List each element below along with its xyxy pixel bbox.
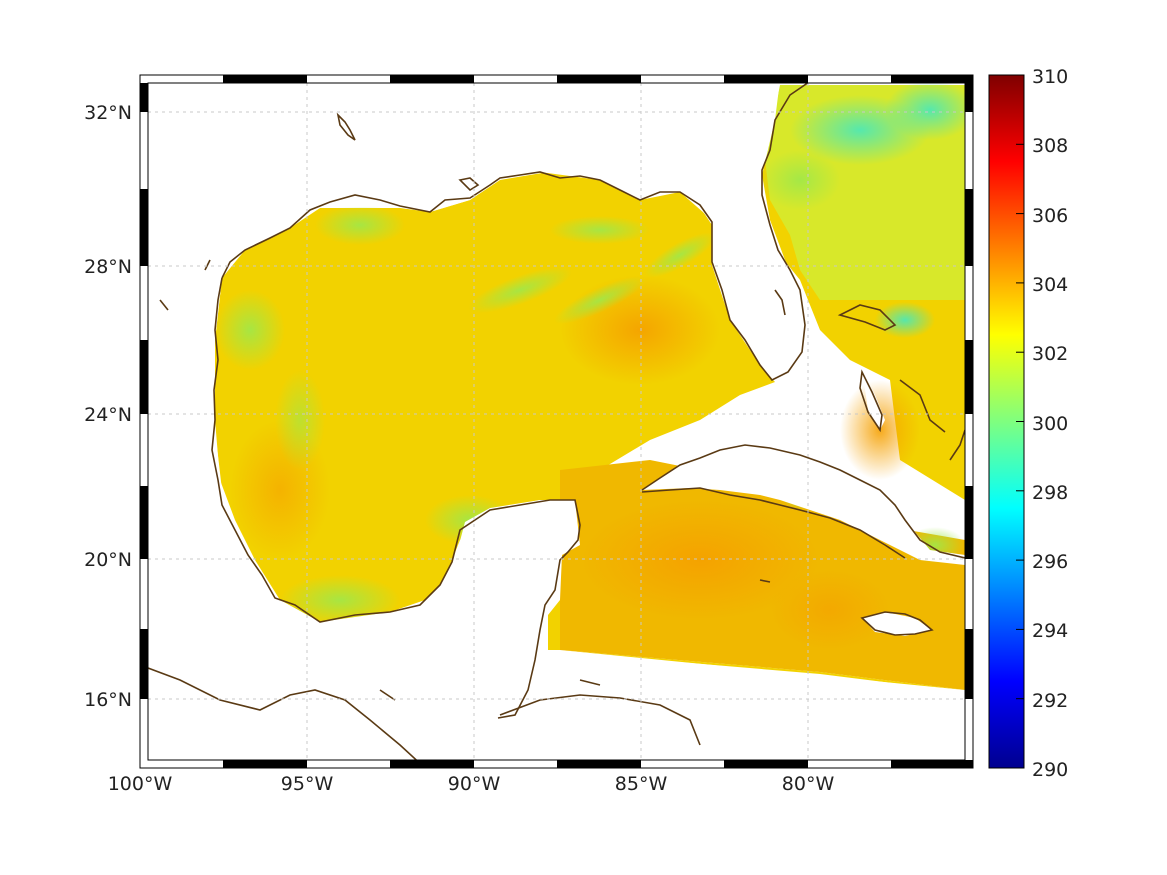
north-coast-land	[148, 83, 780, 340]
x-tick-label: 90°W	[448, 773, 501, 795]
yucatan-land	[148, 500, 580, 760]
gulf-sst-field	[215, 85, 965, 690]
colorbar-label: 290	[1032, 759, 1068, 781]
y-tick-label: 20°N	[84, 549, 132, 571]
y-tick-label: 28°N	[84, 256, 132, 278]
colorbar-label: 294	[1032, 620, 1068, 642]
south-caribbean-mask	[560, 652, 965, 760]
colorbar-label: 292	[1032, 690, 1068, 712]
coastlines	[148, 83, 965, 760]
colorbar-label: 304	[1032, 274, 1068, 296]
y-tick-label: 24°N	[84, 404, 132, 426]
y-tick-label: 32°N	[84, 102, 132, 124]
x-tick-label: 100°W	[108, 773, 173, 795]
colorbar: 310 308 306 304 302 300 298 296 294 292 …	[988, 66, 1068, 781]
cuba-land	[642, 445, 965, 565]
map-panel: 100°W 95°W 90°W 85°W 80°W 32°N 28°N 24°N…	[84, 74, 974, 795]
sst-field	[148, 83, 965, 760]
y-tick-label: 16°N	[84, 689, 132, 711]
grid-lines	[148, 83, 965, 760]
x-tick-label: 95°W	[281, 773, 334, 795]
colorbar-label: 306	[1032, 205, 1068, 227]
colorbar-ticks	[1016, 143, 1024, 700]
colorbar-label: 302	[1032, 343, 1068, 365]
colorbar-label: 296	[1032, 551, 1068, 573]
x-tick-label: 85°W	[615, 773, 668, 795]
colorbar-label: 308	[1032, 135, 1068, 157]
colorbar-label: 300	[1032, 413, 1068, 435]
colorbar-labels: 310 308 306 304 302 300 298 296 294 292 …	[1032, 66, 1068, 781]
colorbar-label: 310	[1032, 66, 1068, 88]
colorbar-label: 298	[1032, 482, 1068, 504]
x-axis-labels: 100°W 95°W 90°W 85°W 80°W	[108, 773, 835, 795]
west-coast-land	[148, 340, 320, 622]
y-axis-labels: 32°N 28°N 24°N 20°N 16°N	[84, 102, 132, 711]
map-frame	[139, 74, 974, 769]
x-tick-label: 80°W	[782, 773, 835, 795]
